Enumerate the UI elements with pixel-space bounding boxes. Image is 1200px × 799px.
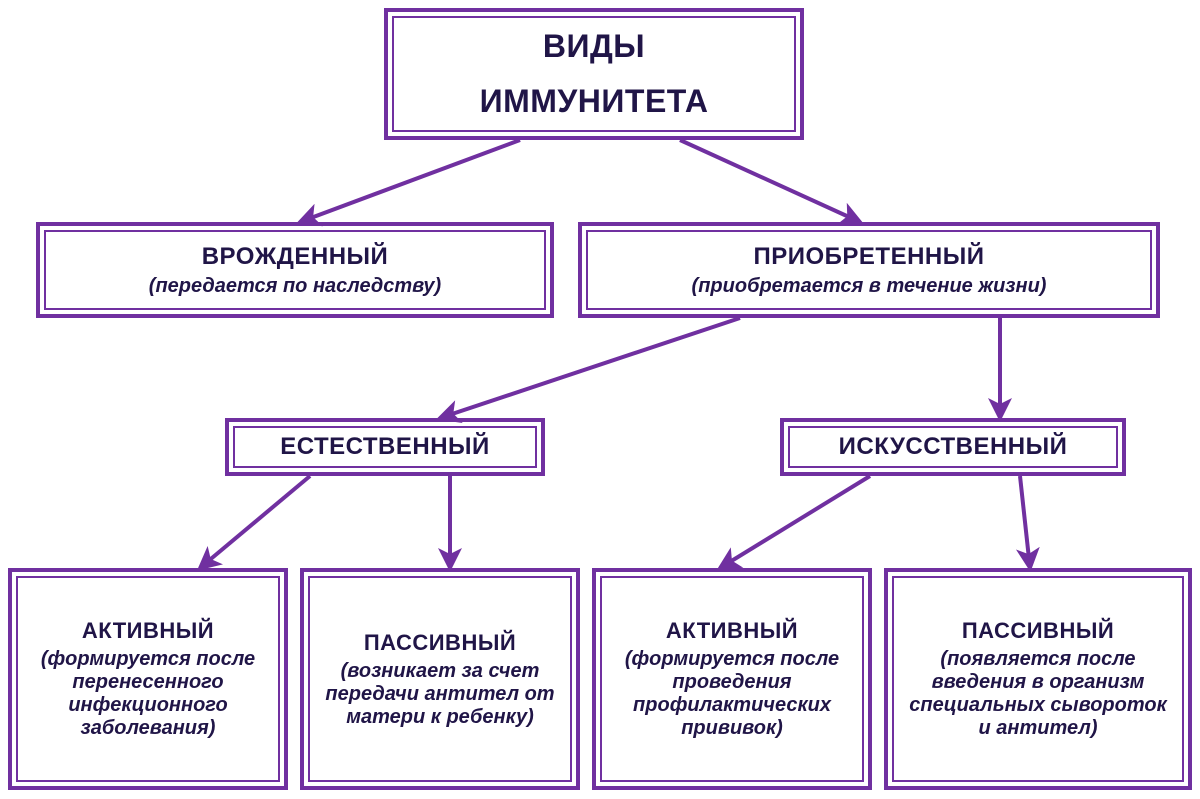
natural-title: ЕСТЕСТВЕННЫЙ bbox=[280, 433, 490, 461]
node-innate: ВРОЖДЕННЫЙ (передается по наследству) bbox=[44, 230, 546, 310]
node-artificial: ИСКУССТВЕННЫЙ bbox=[788, 426, 1118, 468]
art-passive-sub: (появляется после введения в организм сп… bbox=[902, 648, 1174, 740]
acquired-sub: (приобретается в течение жизни) bbox=[692, 275, 1047, 298]
node-nat-active: АКТИВНЫЙ (формируется после перенесенног… bbox=[16, 576, 280, 782]
node-acquired: ПРИОБРЕТЕННЫЙ (приобретается в течение ж… bbox=[586, 230, 1152, 310]
acquired-title: ПРИОБРЕТЕННЫЙ bbox=[753, 243, 984, 271]
nat-passive-title: ПАССИВНЫЙ bbox=[364, 630, 516, 656]
node-art-passive: ПАССИВНЫЙ (появляется после введения в о… bbox=[892, 576, 1184, 782]
artificial-title: ИСКУССТВЕННЫЙ bbox=[839, 433, 1068, 461]
innate-title: ВРОЖДЕННЫЙ bbox=[202, 243, 389, 271]
nat-passive-sub: (возникает за счет передачи антител от м… bbox=[318, 660, 562, 729]
art-passive-title: ПАССИВНЫЙ bbox=[962, 618, 1114, 644]
innate-sub: (передается по наследству) bbox=[149, 275, 441, 298]
node-nat-passive: ПАССИВНЫЙ (возникает за счет передачи ан… bbox=[308, 576, 572, 782]
root-line1: ВИДЫ bbox=[543, 28, 645, 65]
node-art-active: АКТИВНЫЙ (формируется после проведения п… bbox=[600, 576, 864, 782]
root-line2: ИММУНИТЕТА bbox=[480, 83, 709, 120]
nat-active-title: АКТИВНЫЙ bbox=[82, 618, 214, 644]
art-active-sub: (формируется после проведения профилакти… bbox=[610, 648, 854, 740]
node-natural: ЕСТЕСТВЕННЫЙ bbox=[233, 426, 537, 468]
art-active-title: АКТИВНЫЙ bbox=[666, 618, 798, 644]
nat-active-sub: (формируется после перенесенного инфекци… bbox=[26, 648, 270, 740]
node-root: ВИДЫ ИММУНИТЕТА bbox=[392, 16, 796, 132]
